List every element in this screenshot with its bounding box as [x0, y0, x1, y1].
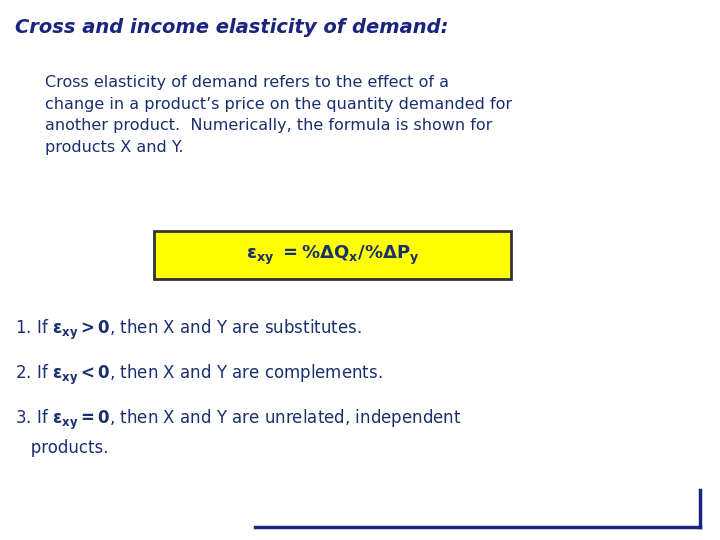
- Text: 3. If $\mathbf{\varepsilon_{xy}} \mathbf{= 0}$, then X and Y are unrelated, inde: 3. If $\mathbf{\varepsilon_{xy}} \mathbf…: [15, 408, 462, 457]
- Text: Cross and income elasticity of demand:: Cross and income elasticity of demand:: [15, 18, 449, 37]
- Text: 2. If $\mathbf{\varepsilon_{xy}} \mathbf{< 0}$, then X and Y are complements.: 2. If $\mathbf{\varepsilon_{xy}} \mathbf…: [15, 363, 382, 387]
- Text: 1. If $\mathbf{\varepsilon_{xy}} \mathbf{> 0}$, then X and Y are substitutes.: 1. If $\mathbf{\varepsilon_{xy}} \mathbf…: [15, 318, 361, 342]
- FancyBboxPatch shape: [154, 231, 511, 279]
- Text: $\mathbf{\varepsilon}$$\mathbf{_{xy}}$ $\mathbf{= \%\Delta Q_x / \%\Delta P_y}$: $\mathbf{\varepsilon}$$\mathbf{_{xy}}$ $…: [246, 244, 419, 267]
- Text: Cross elasticity of demand refers to the effect of a
change in a product’s price: Cross elasticity of demand refers to the…: [45, 75, 512, 155]
